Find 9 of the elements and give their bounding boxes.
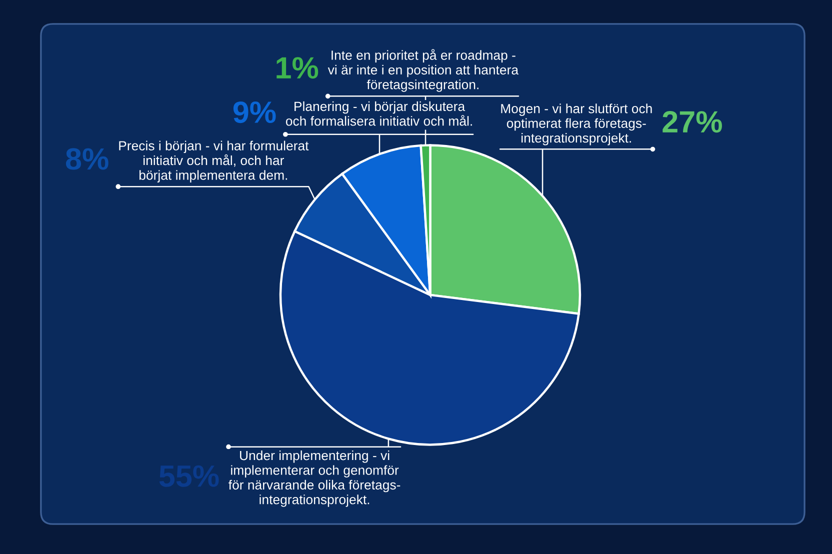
slice-label: Inte en prioritet på er roadmap - vi är inte i en position att hantera företagsintegration. (328, 49, 519, 92)
slice-label: Under implementering - vi implementerar och genomför för närvarande olika företags- integrationsprojekt. (228, 450, 400, 507)
slice-label: Precis i början - vi har formulerat initiativ och mål, och har börjat implementera dem. (119, 140, 309, 182)
data-label: 9% (233, 101, 276, 124)
data-label: 8% (66, 148, 108, 170)
slice-label: Mogen - vi har slutfört och optimerat flera företags- integrationsprojekt. (501, 104, 652, 146)
data-label: 1% (276, 57, 318, 79)
data-label: 27% (662, 111, 722, 133)
slice-label: Planering - vi börjar diskutera och formalisera initiativ och mål. (286, 101, 472, 126)
